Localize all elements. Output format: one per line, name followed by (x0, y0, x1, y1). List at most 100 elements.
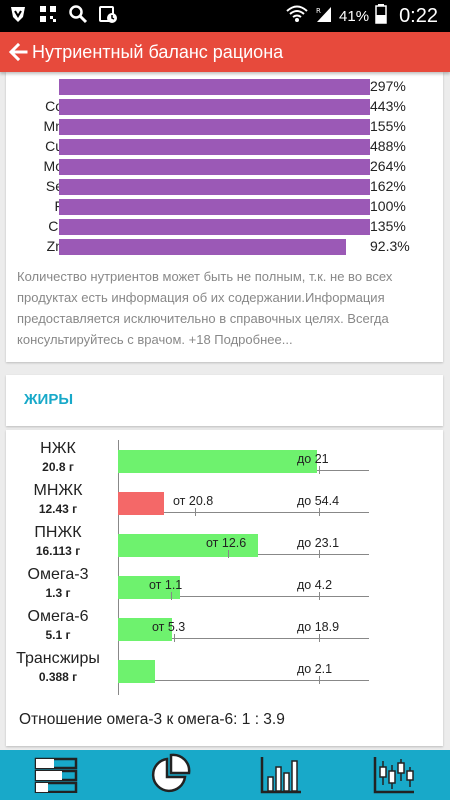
mineral-label: Co (45, 98, 63, 114)
fat-max-label: до 21 (297, 452, 329, 466)
mineral-bar (59, 99, 370, 115)
fat-row: ПНЖК 16.113 г до 23.1 от 12.6 (6, 524, 443, 566)
fat-name: Трансжиры (16, 650, 100, 667)
fat-name: НЖК (40, 440, 76, 457)
page-title: Нутриентный баланс рациона (32, 41, 284, 62)
fat-max-tick (319, 592, 320, 600)
fat-min-label: от 12.6 (206, 536, 247, 550)
clock-time: 0:22 (399, 4, 438, 27)
svg-text:R: R (316, 7, 321, 15)
mineral-row: Co 443% (6, 97, 443, 117)
fat-name: МНЖК (33, 482, 83, 499)
mineral-label: Se (45, 178, 63, 194)
list-bars-icon (35, 757, 78, 793)
fat-max-tick (319, 676, 320, 684)
fat-max-label: до 54.4 (297, 494, 340, 508)
disclaimer-text[interactable]: Количество нутриентов может быть не полн… (17, 269, 393, 347)
fat-min-label: от 1.1 (149, 578, 183, 592)
app-bar: Нутриентный баланс рациона (0, 32, 450, 72)
fat-bar (118, 576, 180, 599)
fat-bar (118, 534, 258, 557)
fat-bar (118, 492, 164, 515)
fat-row: Омега-3 1.3 г до 4.2 от 1.1 (6, 566, 443, 608)
fat-name: Омега-6 (27, 608, 89, 625)
mineral-percent: 443% (370, 98, 406, 114)
candlestick-chart-icon (373, 757, 414, 794)
mineral-percent: 488% (370, 138, 406, 154)
wifi-icon (285, 4, 309, 29)
mineral-row: Cr 135% (6, 217, 443, 237)
fat-track (118, 512, 369, 513)
nav-candlestick-button[interactable] (364, 750, 424, 800)
mineral-bar (59, 119, 370, 135)
mineral-bar (59, 79, 370, 95)
mineral-row: Cu 488% (6, 137, 443, 157)
mineral-percent: 135% (370, 218, 406, 234)
mineral-bar (59, 139, 370, 155)
omega-ratio: Отношение омега-3 к омега-6: 1 : 3.9 (19, 711, 285, 728)
mineral-percent: 100% (370, 198, 406, 214)
fat-track (118, 638, 369, 639)
fat-max-tick (319, 550, 320, 558)
arrow-left-icon (8, 42, 28, 62)
mineral-row: Zn 92.3% (6, 237, 443, 257)
status-bar: R 41% 0:22 (0, 0, 450, 32)
signal-icon: R (315, 4, 333, 29)
fats-card: НЖК 20.8 г до 21 МНЖК 12.43 г до 54.4 от 20.8 П… (6, 430, 443, 746)
fat-min-tick (228, 550, 229, 558)
fat-min-tick (195, 508, 196, 516)
mineral-bar (59, 159, 370, 175)
fat-row: Омега-6 5.1 г до 18.9 от 5.3 (6, 608, 443, 650)
mineral-row: Mn 155% (6, 117, 443, 137)
back-button[interactable] (0, 32, 36, 72)
fat-amount: 1.3 г (45, 586, 71, 600)
mineral-bar (59, 219, 370, 235)
fat-name: ПНЖК (34, 524, 82, 541)
mineral-percent: 92.3% (370, 238, 410, 254)
fat-min-tick (171, 592, 172, 600)
mineral-label: Cu (45, 138, 63, 154)
search-icon (68, 4, 88, 29)
fat-amount: 16.113 г (35, 544, 81, 558)
fats-axis-line (118, 440, 119, 695)
mineral-label: F (54, 198, 63, 214)
nav-barchart-button[interactable] (251, 750, 311, 800)
fat-max-label: до 23.1 (297, 536, 340, 550)
mineral-bar (59, 199, 370, 215)
nav-list-button[interactable] (26, 750, 86, 800)
mineral-label: Zn (46, 238, 63, 254)
mineral-row: Se 162% (6, 177, 443, 197)
pie-chart-icon (151, 753, 191, 793)
minerals-card: I297%Co 443% Mn 155% Cu 488% Mo 264% Se 162% F 100%… (6, 72, 443, 362)
fat-row: МНЖК 12.43 г до 54.4 от 20.8 (6, 482, 443, 524)
nav-pie-button[interactable] (139, 750, 199, 800)
fat-min-label: от 20.8 (173, 494, 214, 508)
mineral-percent: 264% (370, 158, 406, 174)
fat-min-tick (174, 634, 175, 642)
fat-min-label: от 5.3 (152, 620, 186, 634)
mineral-bar (59, 239, 346, 255)
fat-bar (118, 660, 155, 683)
fat-track (118, 596, 369, 597)
fat-max-label: до 18.9 (297, 620, 340, 634)
fats-section-header[interactable]: ЖИРЫ (6, 375, 443, 426)
fat-row: Трансжиры 0.388 г до 2.1 (6, 650, 443, 692)
calendar-clock-icon (98, 4, 118, 29)
mineral-row: I297% (6, 77, 443, 97)
mineral-row: F 100% (6, 197, 443, 217)
fat-name: Омега-3 (27, 566, 89, 583)
fat-amount: 5.1 г (45, 628, 71, 642)
fat-max-tick (319, 466, 320, 474)
mineral-percent: 155% (370, 118, 406, 134)
mineral-bar (59, 179, 370, 195)
mineral-label: Mn (43, 118, 63, 134)
bottom-nav (0, 750, 450, 800)
battery-percent: 41% (339, 7, 370, 25)
fat-amount: 0.388 г (38, 670, 78, 684)
vpn-shield-icon (8, 4, 28, 29)
fat-max-tick (319, 508, 320, 516)
battery-icon (375, 3, 387, 29)
fat-row: НЖК 20.8 г до 21 (6, 440, 443, 482)
fat-max-tick (319, 634, 320, 642)
mineral-percent: 162% (370, 178, 406, 194)
